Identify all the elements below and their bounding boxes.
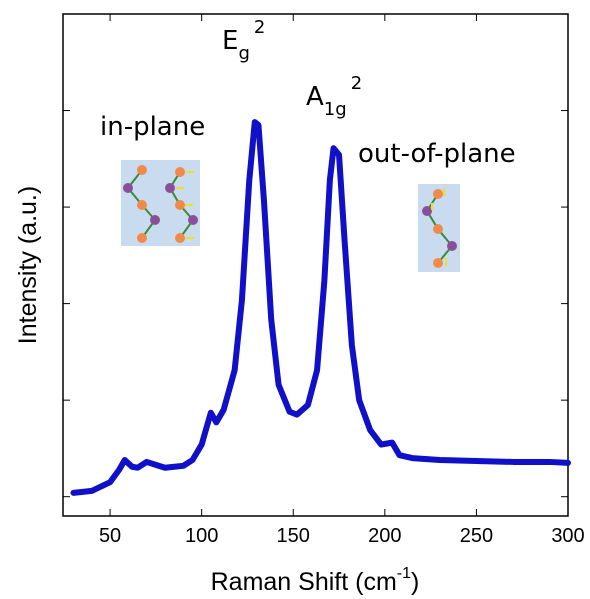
x-axis-label-sup: -1 bbox=[397, 565, 411, 582]
x-tick-label: 200 bbox=[368, 525, 401, 547]
spectrum-line bbox=[70, 119, 571, 496]
x-tick-label: 300 bbox=[551, 525, 584, 547]
x-tick-label: 100 bbox=[185, 525, 218, 547]
annotation-sup: 2 bbox=[351, 73, 362, 94]
annotation: in-plane bbox=[100, 112, 205, 142]
annotation-sub: g bbox=[238, 43, 249, 64]
annotation: Eg2 bbox=[222, 17, 265, 64]
y-axis-label: Intensity (a.u.) bbox=[14, 186, 42, 344]
annotation: out-of-plane bbox=[358, 139, 516, 169]
in-plane-inset bbox=[121, 160, 200, 246]
annotation-sup: 2 bbox=[254, 17, 265, 38]
annotation-main: A bbox=[306, 82, 324, 112]
annotation: A1g2 bbox=[306, 73, 362, 120]
x-axis-label: Raman Shift (cm-1) bbox=[211, 565, 420, 596]
x-tick-label: 150 bbox=[277, 525, 310, 547]
x-axis-label-end: ) bbox=[411, 568, 419, 596]
plot-frame bbox=[62, 13, 569, 517]
x-axis-label-text: Raman Shift (cm bbox=[211, 568, 397, 596]
x-tick-label: 50 bbox=[99, 525, 121, 547]
annotation-main: E bbox=[222, 26, 238, 56]
out-of-plane-inset bbox=[418, 184, 460, 272]
annotation-sub: 1g bbox=[324, 99, 347, 120]
x-tick-label: 250 bbox=[460, 525, 493, 547]
